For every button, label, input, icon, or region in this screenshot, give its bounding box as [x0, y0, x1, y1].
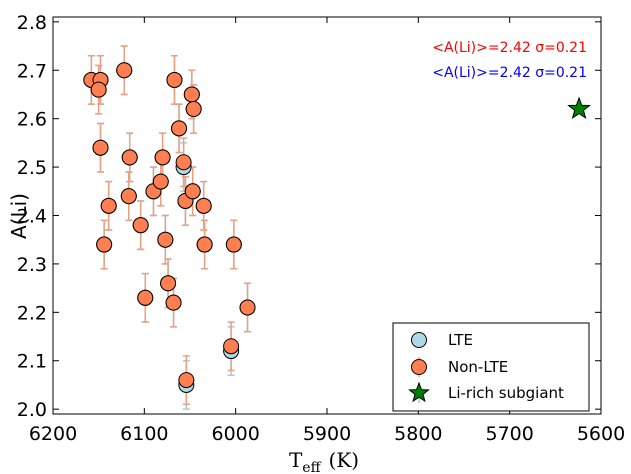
y-tick-label: 2.1	[17, 351, 47, 373]
point-nlte	[96, 236, 113, 253]
point-li-rich-subgiant	[567, 96, 591, 120]
y-tick-label: 2.6	[17, 109, 47, 131]
point-nlte	[184, 183, 201, 200]
point-nlte	[239, 299, 256, 316]
y-tick-label: 2.2	[17, 302, 47, 324]
point-nlte	[165, 294, 182, 311]
point-nlte	[160, 275, 177, 292]
x-tick-label: 6200	[29, 423, 77, 445]
point-nlte	[175, 154, 192, 171]
y-tick-label: 2.3	[17, 254, 47, 276]
y-axis-title: A(Li)	[7, 193, 31, 239]
point-nlte	[223, 338, 240, 355]
x-axis-title-unit: (K)	[329, 448, 360, 472]
y-tick-label: 2.4	[17, 206, 47, 228]
point-nlte	[225, 236, 242, 253]
x-tick-label: 6000	[211, 423, 259, 445]
point-nlte	[100, 197, 117, 214]
point-nlte	[92, 139, 109, 156]
legend-marker-li-rich	[408, 381, 430, 403]
point-nlte	[120, 188, 137, 205]
point-nlte	[116, 62, 133, 79]
x-tick-label: 5900	[303, 423, 351, 445]
legend-item-li-rich: Li-rich subgiant	[408, 381, 564, 403]
point-nlte	[185, 100, 202, 117]
y-tick-label: 2.0	[17, 399, 47, 421]
legend-item-nlte: Non-LTE	[411, 357, 508, 377]
point-nlte	[196, 236, 213, 253]
annotation-nlte-mean: <A(Li)>=2.42 σ=0.21	[432, 40, 587, 56]
legend-marker-lte	[411, 332, 427, 348]
legend-label-li-rich: Li-rich subgiant	[448, 384, 564, 402]
x-axis-title-symbol: T	[289, 448, 303, 472]
legend: LTE Non-LTE Li-rich subgiant	[392, 322, 590, 412]
legend-item-lte: LTE	[411, 331, 473, 349]
y-tick-label: 2.5	[17, 157, 47, 179]
legend-marker-nlte	[411, 359, 427, 375]
x-tick-label: 6100	[120, 423, 168, 445]
x-tick-label: 5800	[394, 423, 442, 445]
point-nlte	[166, 71, 183, 88]
x-axis-title-subscript: eff	[302, 460, 321, 474]
point-nlte	[154, 149, 171, 166]
point-nlte	[183, 86, 200, 103]
x-axis-title: Teff (K)	[289, 448, 359, 474]
point-nlte	[137, 289, 154, 306]
annotation-lte-mean: <A(Li)>=2.42 σ=0.21	[432, 65, 587, 81]
point-nlte	[157, 231, 174, 248]
x-tick-label: 5700	[485, 423, 533, 445]
point-nlte	[171, 120, 188, 137]
point-nlte	[121, 149, 138, 166]
y-tick-label: 2.7	[17, 60, 47, 82]
point-nlte	[152, 173, 169, 190]
legend-label-lte: LTE	[448, 331, 473, 349]
x-tick-label: 5600	[577, 423, 625, 445]
legend-label-nlte: Non-LTE	[448, 358, 508, 376]
y-tick-label: 2.8	[17, 12, 47, 34]
point-nlte	[90, 81, 107, 98]
point-nlte	[132, 217, 149, 234]
point-nlte	[195, 197, 212, 214]
point-nlte	[178, 372, 195, 389]
